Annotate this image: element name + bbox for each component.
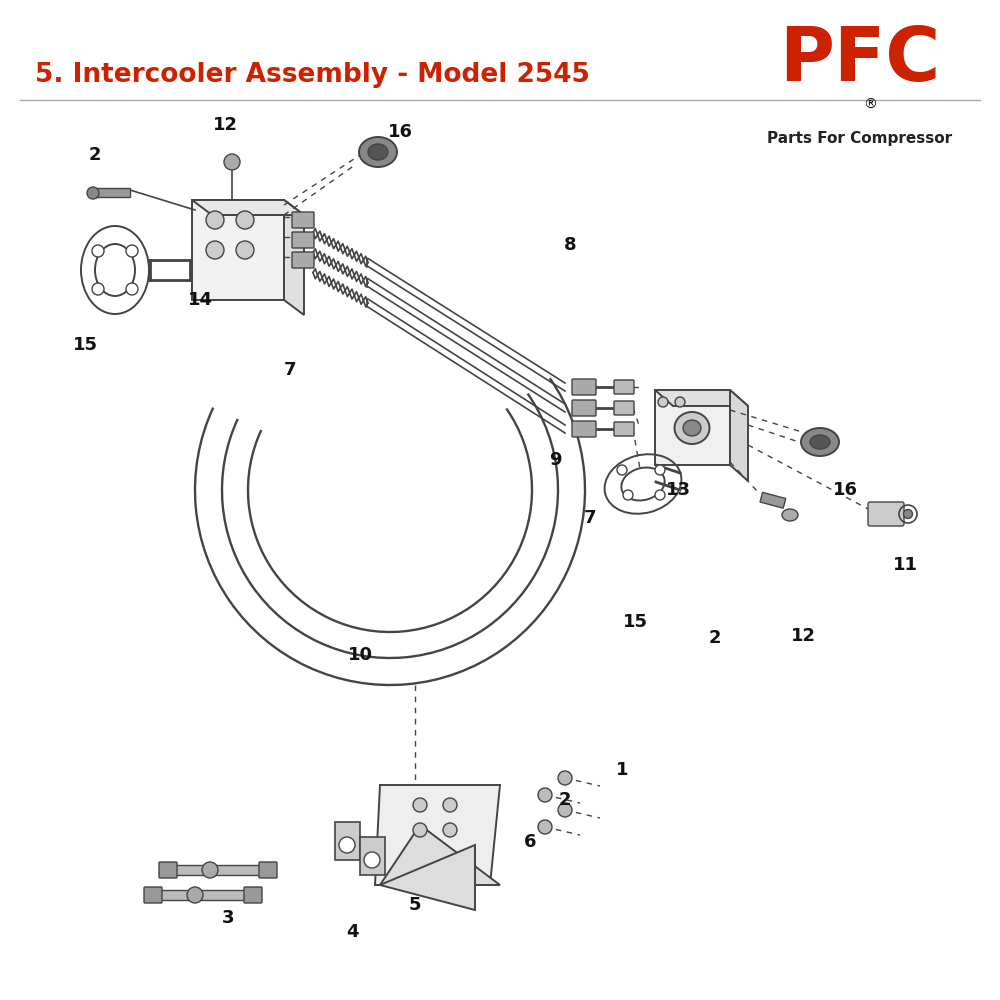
Bar xyxy=(760,492,786,508)
Circle shape xyxy=(87,187,99,199)
Circle shape xyxy=(206,241,224,259)
Circle shape xyxy=(206,211,224,229)
Text: 9: 9 xyxy=(549,451,561,469)
Circle shape xyxy=(538,788,552,802)
Text: 14: 14 xyxy=(188,291,212,309)
Text: 10: 10 xyxy=(348,646,372,664)
Bar xyxy=(160,890,250,900)
Ellipse shape xyxy=(810,435,830,449)
Text: 5. Intercooler Assembly - Model 2545: 5. Intercooler Assembly - Model 2545 xyxy=(35,62,590,88)
Circle shape xyxy=(655,490,665,500)
Circle shape xyxy=(187,887,203,903)
Ellipse shape xyxy=(904,510,912,518)
Circle shape xyxy=(413,823,427,837)
Ellipse shape xyxy=(368,144,388,160)
FancyBboxPatch shape xyxy=(572,379,596,395)
Text: 16: 16 xyxy=(832,481,858,499)
Text: 2: 2 xyxy=(709,629,721,647)
Ellipse shape xyxy=(674,412,710,444)
Text: 15: 15 xyxy=(72,336,98,354)
Ellipse shape xyxy=(801,428,839,456)
Polygon shape xyxy=(284,200,304,315)
Text: ®: ® xyxy=(863,98,877,112)
Text: 2: 2 xyxy=(559,791,571,809)
FancyBboxPatch shape xyxy=(614,380,634,394)
Bar xyxy=(655,390,730,465)
Text: 6: 6 xyxy=(524,833,536,851)
Text: 8: 8 xyxy=(564,236,576,254)
Polygon shape xyxy=(380,825,500,885)
Circle shape xyxy=(623,490,633,500)
Text: 4: 4 xyxy=(346,923,358,941)
FancyBboxPatch shape xyxy=(244,887,262,903)
Ellipse shape xyxy=(359,137,397,167)
Circle shape xyxy=(675,397,685,407)
Circle shape xyxy=(655,465,665,475)
Bar xyxy=(360,837,385,875)
FancyBboxPatch shape xyxy=(259,862,277,878)
Circle shape xyxy=(617,465,627,475)
Text: 2: 2 xyxy=(89,146,101,164)
Polygon shape xyxy=(730,390,748,481)
Circle shape xyxy=(92,283,104,295)
Polygon shape xyxy=(380,845,475,910)
Circle shape xyxy=(224,154,240,170)
Text: 7: 7 xyxy=(584,509,596,527)
Text: 12: 12 xyxy=(212,116,238,134)
Circle shape xyxy=(658,397,668,407)
Ellipse shape xyxy=(683,420,701,436)
Polygon shape xyxy=(655,390,748,406)
Circle shape xyxy=(443,798,457,812)
Circle shape xyxy=(202,862,218,878)
FancyBboxPatch shape xyxy=(572,421,596,437)
Text: PFC: PFC xyxy=(779,23,941,97)
Circle shape xyxy=(538,820,552,834)
Polygon shape xyxy=(192,200,304,215)
Text: 5: 5 xyxy=(409,896,421,914)
Circle shape xyxy=(126,283,138,295)
Circle shape xyxy=(339,837,355,853)
Circle shape xyxy=(443,823,457,837)
Circle shape xyxy=(413,798,427,812)
FancyBboxPatch shape xyxy=(868,502,904,526)
Text: Parts For Compressor: Parts For Compressor xyxy=(767,130,953,145)
FancyBboxPatch shape xyxy=(614,401,634,415)
Bar xyxy=(192,200,284,300)
Bar xyxy=(175,865,265,875)
Text: 7: 7 xyxy=(284,361,296,379)
Circle shape xyxy=(126,245,138,257)
Text: 12: 12 xyxy=(790,627,816,645)
Circle shape xyxy=(236,241,254,259)
FancyBboxPatch shape xyxy=(614,422,634,436)
Circle shape xyxy=(558,771,572,785)
Text: 11: 11 xyxy=(893,556,918,574)
Polygon shape xyxy=(375,785,500,885)
FancyBboxPatch shape xyxy=(572,400,596,416)
Text: 1: 1 xyxy=(616,761,628,779)
Text: 15: 15 xyxy=(622,613,648,631)
Circle shape xyxy=(364,852,380,868)
FancyBboxPatch shape xyxy=(159,862,177,878)
Ellipse shape xyxy=(782,509,798,521)
FancyBboxPatch shape xyxy=(144,887,162,903)
FancyBboxPatch shape xyxy=(292,212,314,228)
Bar xyxy=(95,188,130,197)
Text: 16: 16 xyxy=(388,123,413,141)
Text: 3: 3 xyxy=(222,909,234,927)
FancyBboxPatch shape xyxy=(292,232,314,248)
Circle shape xyxy=(558,803,572,817)
Circle shape xyxy=(236,211,254,229)
FancyBboxPatch shape xyxy=(292,252,314,268)
Bar xyxy=(335,822,360,860)
Text: 13: 13 xyxy=(666,481,690,499)
Circle shape xyxy=(92,245,104,257)
